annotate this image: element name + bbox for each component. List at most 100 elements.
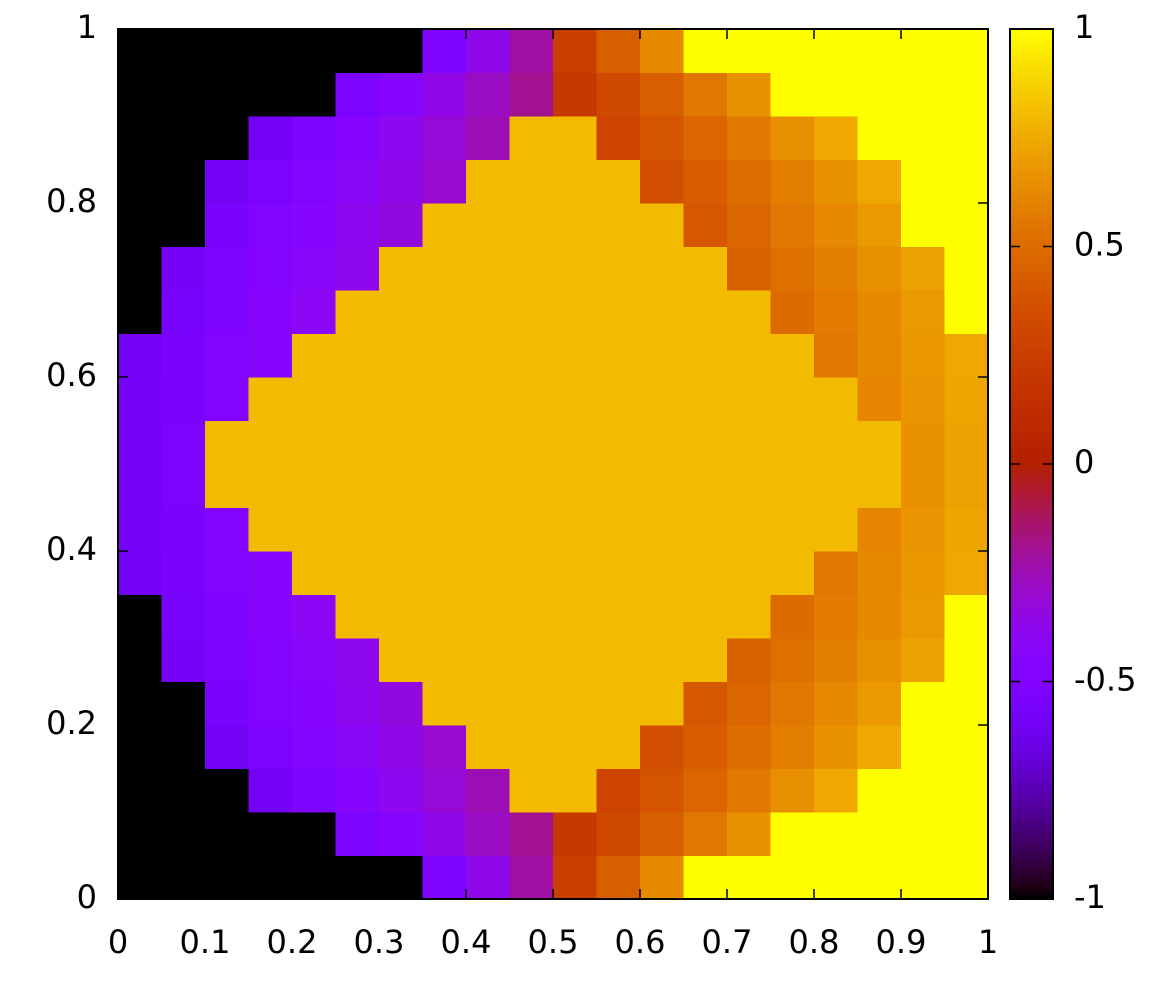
heatmap-cell [205,725,249,769]
heatmap-cell [161,812,206,856]
heatmap-cell [857,464,902,508]
heatmap-cell [161,333,206,378]
heatmap-cell [857,116,902,160]
heatmap-cell [944,681,989,726]
heatmap-cell [683,638,728,682]
heatmap-cell [335,594,380,639]
heatmap-cell [944,464,989,508]
heatmap-cell [814,464,858,508]
heatmap-cell [466,420,510,465]
colorbar-tick-label: 0.5 [1074,226,1125,264]
heatmap-cell [422,768,467,813]
heatmap-cell [727,420,771,465]
heatmap-cell [205,116,249,160]
heatmap-cell [770,855,815,900]
heatmap-cell [161,159,206,204]
heatmap-cell [422,725,467,769]
heatmap-cell [640,72,684,117]
heatmap-cell [770,507,815,552]
heatmap-cell [118,551,162,595]
heatmap-cell [727,333,771,378]
heatmap-cell [118,420,162,465]
heatmap-cell [640,290,684,334]
heatmap-cell [814,72,858,117]
x-tick-label: 0.4 [441,923,492,961]
heatmap-cell [205,333,249,378]
heatmap-cell [118,725,162,769]
heatmap-cell [118,290,162,334]
heatmap-cell [596,333,641,378]
heatmap-cell [640,464,684,508]
heatmap-cell [422,290,467,334]
heatmap-cell [422,377,467,421]
heatmap-cell [118,377,162,421]
heatmap-cell [901,72,945,117]
heatmap-cell [596,290,641,334]
heatmap-cell [509,333,554,378]
heatmap-cell [205,420,249,465]
heatmap-cell [379,72,423,117]
heatmap-cell [335,29,380,73]
heatmap-cell [727,116,771,160]
heatmap-cell [857,290,902,334]
heatmap-cell [205,507,249,552]
heatmap-cell [727,29,771,73]
heatmap-cell [944,29,989,73]
heatmap-cell [379,464,423,508]
x-tick-label: 0.5 [528,923,579,961]
heatmap-cell [161,638,206,682]
heatmap-cell [248,507,293,552]
heatmap-cell [205,551,249,595]
heatmap-cell [640,507,684,552]
heatmap-cell [161,116,206,160]
heatmap-cell [857,377,902,421]
heatmap-cell [857,638,902,682]
heatmap-cell [683,812,728,856]
heatmap-cell [161,377,206,421]
heatmap-cell [944,203,989,247]
heatmap-cell [596,725,641,769]
heatmap-cell [292,681,336,726]
heatmap-cell [553,768,597,813]
heatmap-cell [944,116,989,160]
heatmap-cell [335,551,380,595]
heatmap-cell [901,246,945,291]
heatmap-cell [814,377,858,421]
y-tick-label: 0 [77,878,97,916]
heatmap-cell [596,638,641,682]
heatmap-cell [901,507,945,552]
heatmap-cell [292,594,336,639]
heatmap-cell [335,507,380,552]
heatmap-cell [901,855,945,900]
heatmap-cell [205,29,249,73]
heatmap-cell [292,420,336,465]
heatmap-cell [770,29,815,73]
heatmap-cell [770,812,815,856]
heatmap-cell [509,116,554,160]
heatmap-cell [161,725,206,769]
heatmap-cell [379,377,423,421]
heatmap-cell [466,855,510,900]
heatmap-cell [118,681,162,726]
heatmap-cell [857,725,902,769]
heatmap-cell [683,594,728,639]
heatmap-cell [379,551,423,595]
heatmap-cell [901,203,945,247]
heatmap-cell [335,725,380,769]
heatmap-cell [466,333,510,378]
heatmap-cell [857,768,902,813]
heatmap-cell [814,159,858,204]
heatmap-cell [466,812,510,856]
heatmap-cell [944,72,989,117]
heatmap-cell [553,290,597,334]
heatmap-cell [640,551,684,595]
heatmap-cell [683,116,728,160]
heatmap-cell [857,246,902,291]
heatmap-cell [422,159,467,204]
heatmap-cell [248,464,293,508]
heatmap-cell [770,203,815,247]
heatmap-cell [770,420,815,465]
heatmap-cell [553,551,597,595]
heatmap-cell [335,464,380,508]
